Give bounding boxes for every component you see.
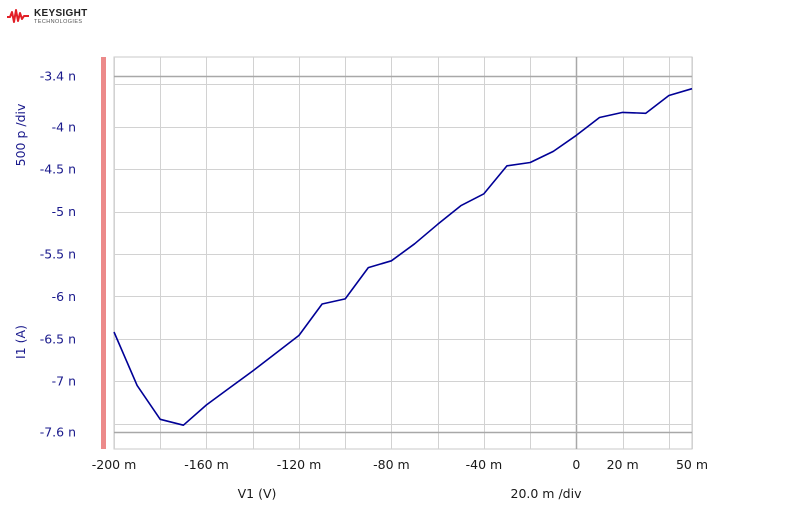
x-tick-label: -40 m xyxy=(466,457,503,472)
y-axis-label: I1 (A) xyxy=(13,325,28,359)
x-tick-label: 0 xyxy=(572,457,580,472)
y-tick-label: -5 n xyxy=(52,204,76,219)
x-axis-label: V1 (V) xyxy=(238,486,277,501)
y-tick-label: -4 n xyxy=(52,119,76,134)
y-tick-label: -5.5 n xyxy=(40,247,76,262)
y-tick-label: -7 n xyxy=(52,374,76,389)
y-tick-label: -6 n xyxy=(52,289,76,304)
series-line xyxy=(113,87,693,427)
x-tick-label: -160 m xyxy=(184,457,229,472)
y-tick-label: -6.5 n xyxy=(40,331,76,346)
y-tick-label: -4.5 n xyxy=(40,162,76,177)
keysight-logo: KEYSIGHT TECHNOLOGIES xyxy=(6,6,96,28)
keysight-wave-icon xyxy=(7,9,29,23)
x-tick-label: -120 m xyxy=(277,457,322,472)
x-tick-label: 20 m xyxy=(607,457,639,472)
y-axis-marker-bar xyxy=(101,57,106,449)
grid xyxy=(113,56,693,450)
y-tick-label: -3.4 n xyxy=(40,69,76,84)
y-tick-labels: -3.4 n -4 n -4.5 n -5 n -5.5 n -6 n -6.5 n -7 n… xyxy=(40,69,76,440)
x-tick-label: -80 m xyxy=(373,457,410,472)
series-layer xyxy=(113,87,693,427)
brand-name: KEYSIGHT xyxy=(34,8,88,19)
y-tick-label: -7.6 n xyxy=(40,425,76,440)
x-div-label: 20.0 m /div xyxy=(511,486,583,501)
x-tick-label: 50 m xyxy=(676,457,708,472)
brand-subtitle: TECHNOLOGIES xyxy=(34,19,83,25)
x-tick-labels: -200 m -160 m -120 m -80 m -40 m 0 20 m 50 m xyxy=(92,457,708,472)
y-div-label: 500 p /div xyxy=(13,103,28,166)
x-tick-label: -200 m xyxy=(92,457,137,472)
